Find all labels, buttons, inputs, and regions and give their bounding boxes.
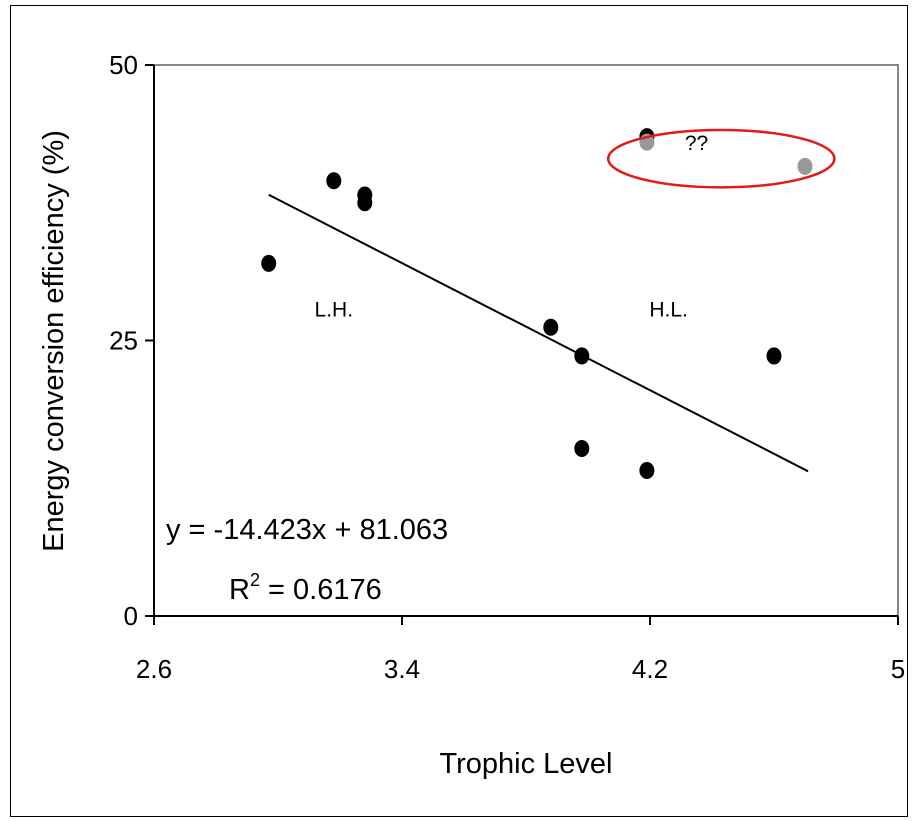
- y-axis-title: Energy conversion efficiency (%): [38, 130, 70, 552]
- regression-equation: y = -14.423x + 81.063: [166, 514, 448, 546]
- outlier-point: [797, 157, 813, 175]
- annotation-layer: L.H. H.L.??: [315, 128, 836, 321]
- data-point: [543, 318, 559, 336]
- annotation-label: H.L.: [649, 298, 688, 321]
- x-tick-label: 4.2: [632, 654, 668, 684]
- r-squared: R2 = 0.6176: [229, 570, 382, 606]
- x-axis-title: Trophic Level: [439, 748, 612, 780]
- trendline-layer: [268, 193, 809, 473]
- data-point: [574, 439, 590, 457]
- annotation-label: ??: [685, 132, 708, 155]
- points-layer: [261, 128, 813, 480]
- y-tick-label: 50: [109, 50, 138, 80]
- r-squared-superscript: 2: [250, 570, 260, 590]
- plot-area: [153, 64, 899, 617]
- highlight-ellipse: [606, 128, 836, 189]
- x-tick-label: 5: [891, 654, 905, 684]
- r-squared-prefix: R: [229, 574, 250, 606]
- data-point: [357, 194, 373, 212]
- r-squared-value: = 0.6176: [260, 574, 382, 606]
- trendline: [268, 193, 809, 473]
- data-point: [766, 347, 782, 365]
- y-tick-label: 25: [109, 326, 138, 356]
- data-point: [574, 347, 590, 365]
- data-point: [261, 254, 277, 272]
- x-tick-label: 2.6: [136, 654, 172, 684]
- chart-frame: 2.6 3.4 4.2 5 0 25 50 L.H. H.L.?? Trophic Level…: [10, 5, 908, 817]
- data-point: [326, 172, 342, 190]
- annotation-label: L.H.: [315, 298, 354, 321]
- data-point: [639, 462, 655, 480]
- y-tick-label: 0: [124, 601, 138, 631]
- x-tick-label: 3.4: [384, 654, 420, 684]
